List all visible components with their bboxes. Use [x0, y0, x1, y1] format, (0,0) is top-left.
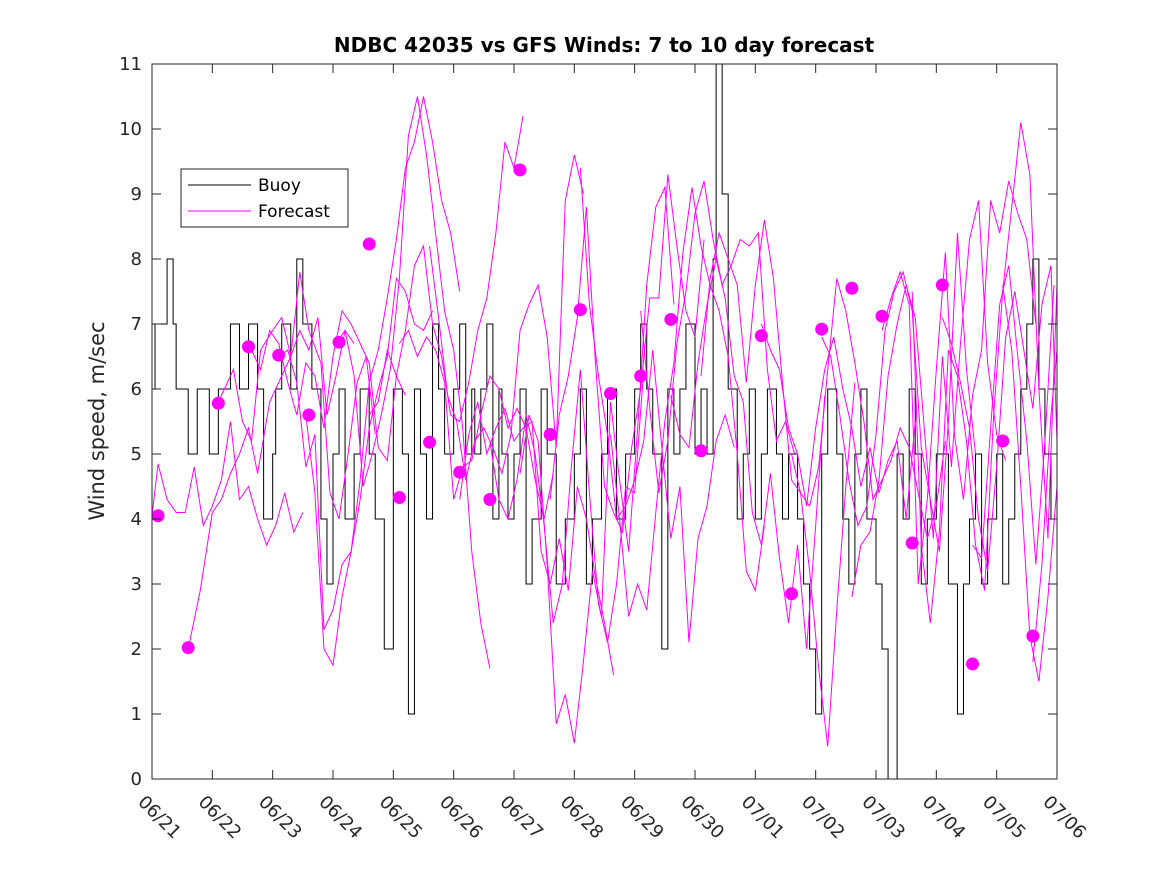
forecast-line — [459, 401, 615, 676]
forecast-point — [483, 493, 497, 506]
legend: Buoy Forecast — [180, 168, 349, 228]
forecast-line — [489, 369, 645, 643]
forecast-line — [972, 265, 1055, 565]
y-tick-label: 7 — [131, 314, 142, 335]
forecast-point — [845, 281, 859, 295]
forecast-line — [549, 174, 705, 534]
buoy-line — [152, 63, 1058, 780]
forecast-line — [640, 180, 796, 494]
forecast-point — [875, 309, 889, 323]
legend-label-forecast: Forecast — [258, 202, 330, 222]
y-axis-label: Wind speed, m/sec — [85, 321, 109, 520]
forecast-line — [305, 96, 461, 667]
forecast-line — [881, 180, 1037, 585]
y-tick-label: 4 — [131, 509, 142, 530]
forecast-point — [362, 237, 376, 251]
y-tick-label: 9 — [131, 184, 142, 205]
forecast-line — [610, 187, 765, 617]
forecast-line — [429, 154, 584, 481]
plot-frame — [151, 63, 1058, 780]
forecast-line — [519, 185, 675, 744]
forecast-point — [211, 396, 225, 410]
forecast-point — [302, 408, 316, 422]
chart-title: NDBC 42035 vs GFS Winds: 7 to 10 day for… — [334, 33, 875, 57]
forecast-point — [573, 303, 587, 317]
forecast-point — [513, 163, 527, 177]
forecast-point — [664, 312, 678, 326]
forecast-line — [335, 96, 491, 669]
forecast-line — [1032, 349, 1058, 663]
forecast-point — [604, 387, 618, 401]
forecast-point — [694, 444, 708, 458]
forecast-line — [700, 219, 856, 747]
y-tick-label: 11 — [119, 54, 142, 75]
forecast-point — [966, 657, 980, 671]
forecast-point — [996, 434, 1010, 448]
forecast-point — [815, 322, 829, 336]
y-tick-label: 5 — [131, 444, 142, 465]
forecast-line — [760, 323, 916, 520]
forecast-line — [911, 122, 1058, 624]
y-tick-label: 1 — [131, 704, 142, 725]
forecast-point — [935, 278, 949, 292]
y-tick-label: 6 — [131, 379, 142, 400]
y-tick-label: 8 — [131, 249, 142, 270]
forecast-point — [392, 491, 406, 505]
forecast-point — [272, 348, 286, 362]
forecast-line — [251, 309, 406, 462]
y-tick-label: 2 — [131, 639, 142, 660]
forecast-line — [670, 258, 826, 650]
forecast-point — [543, 428, 557, 441]
legend-box — [180, 168, 349, 228]
forecast-line — [217, 271, 376, 520]
forecast-point — [905, 536, 919, 550]
buoy-series-layer — [152, 63, 1058, 780]
forecast-point — [332, 335, 346, 349]
forecast-point — [754, 329, 768, 343]
y-axis: 0 1 2 3 4 5 6 7 8 9 10 11 — [119, 54, 1057, 790]
forecast-point — [242, 340, 256, 354]
forecast-line — [398, 329, 554, 520]
forecast-line — [579, 167, 735, 643]
forecast-line — [187, 317, 355, 650]
forecast-point — [634, 369, 648, 383]
forecast-line — [278, 277, 434, 630]
forecast-point — [453, 465, 467, 479]
legend-label-buoy: Buoy — [258, 176, 301, 196]
forecast-line — [821, 232, 977, 552]
forecast-line — [151, 421, 304, 547]
forecast-points-layer — [151, 163, 1040, 671]
y-tick-label: 10 — [119, 119, 142, 140]
forecast-point — [151, 509, 165, 523]
y-tick-label: 0 — [131, 769, 142, 790]
forecast-line — [941, 265, 1058, 572]
forecast-series-layer — [151, 96, 1058, 747]
forecast-point — [423, 435, 437, 449]
y-tick-label: 3 — [131, 574, 142, 595]
forecast-point — [181, 641, 195, 655]
forecast-point — [1026, 629, 1040, 643]
forecast-point — [785, 587, 799, 601]
